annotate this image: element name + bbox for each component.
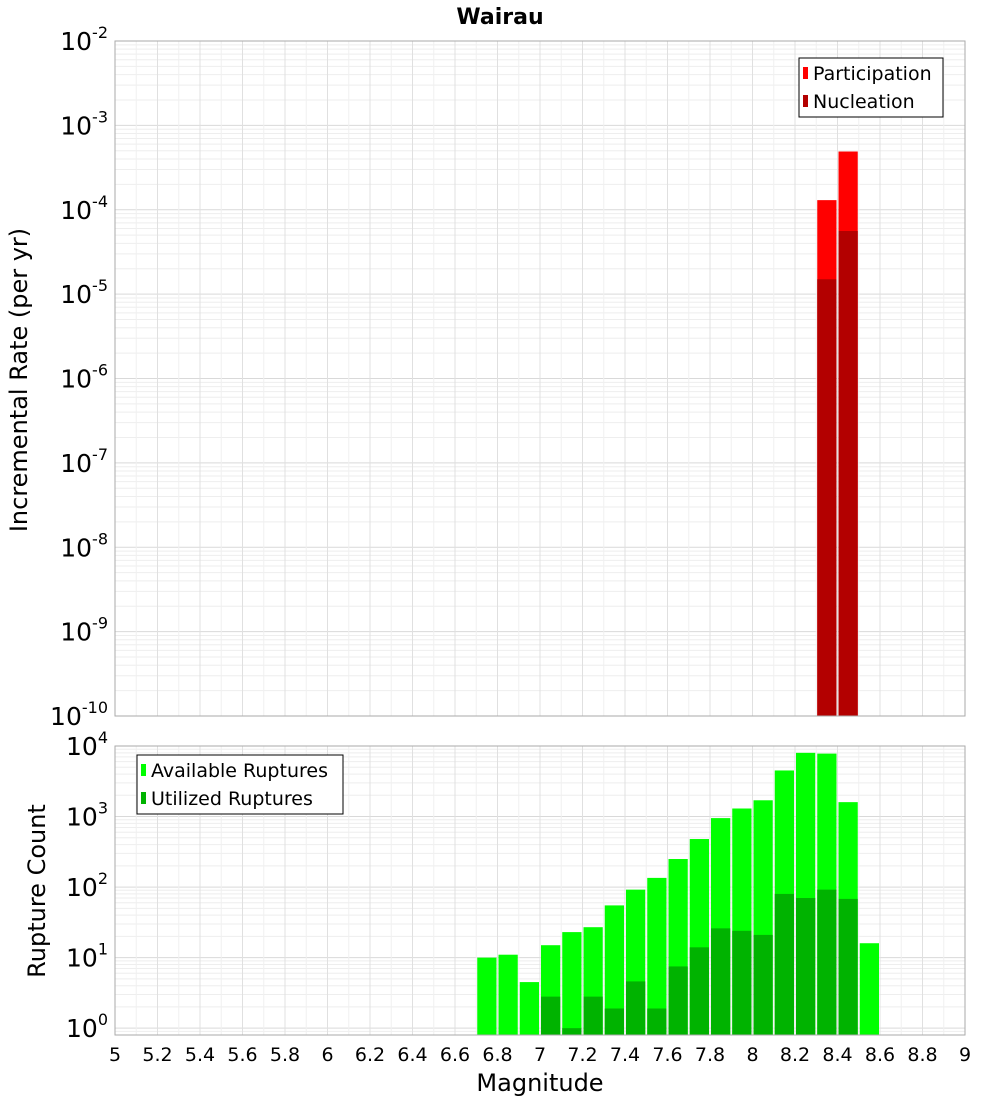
x-tick-18: 8.6 — [865, 1044, 895, 1066]
rate-bar-b-1 — [838, 230, 858, 716]
rupture-bar-b-9 — [732, 930, 752, 1035]
rupture-legend: Available Ruptures Utilized Ruptures — [136, 754, 344, 815]
rupture-bar-a-4 — [562, 932, 582, 1035]
rupture-bars — [477, 752, 879, 1035]
x-tick-1: 5.2 — [142, 1044, 172, 1066]
rupture-y-tick-4: 104 — [66, 728, 108, 761]
rate-y-tick-6: 10-4 — [60, 192, 108, 225]
x-tick-4: 5.8 — [270, 1044, 300, 1066]
x-tick-labels: 5 5.2 5.4 5.6 5.8 6 6.2 6.4 6.6 6.8 7 7.2 7.4 7.6 7.8 8… — [109, 1044, 971, 1066]
x-tick-10: 7 — [534, 1044, 546, 1066]
rate-y-tick-3: 10-7 — [60, 445, 108, 478]
rupture-y-tick-3: 103 — [66, 799, 108, 832]
x-tick-13: 7.6 — [652, 1044, 682, 1066]
rate-y-tick-5: 10-5 — [60, 276, 108, 309]
x-tick-17: 8.4 — [822, 1044, 852, 1066]
rate-bars — [817, 151, 858, 716]
rupture-legend-box — [136, 754, 344, 815]
rupture-bar-b-14 — [838, 898, 858, 1035]
x-tick-19: 8.8 — [907, 1044, 937, 1066]
rate-panel: 10-10 10-9 10-8 10-7 10-6 10-5 10-4 10-3 10-2 In… — [5, 23, 966, 731]
rupture-bar-a-8 — [647, 877, 667, 1035]
rupture-bar-a-1 — [498, 954, 518, 1035]
rate-y-tick-0: 10-10 — [50, 698, 108, 731]
rate-plot-frame — [114, 40, 966, 717]
x-tick-0: 5 — [109, 1044, 121, 1066]
rate-y-tick-1: 10-9 — [60, 614, 108, 647]
rate-y-tick-2: 10-8 — [60, 529, 108, 562]
x-axis-label: Magnitude — [476, 1069, 603, 1097]
x-tick-11: 7.2 — [567, 1044, 597, 1066]
x-tick-5: 6 — [321, 1044, 333, 1066]
legend-swatch-available — [141, 764, 146, 776]
rupture-panel: 100 101 102 103 104 5 5.2 5.4 5.6 5.8 6 6.2 6.4 6.6 6… — [23, 728, 971, 1097]
rate-y-tick-7: 10-3 — [60, 107, 108, 140]
legend-label-participation: Participation — [813, 63, 932, 85]
x-tick-20: 9 — [959, 1044, 971, 1066]
x-tick-9: 6.8 — [482, 1044, 512, 1066]
rupture-bar-b-11 — [774, 893, 794, 1035]
x-tick-7: 6.4 — [397, 1044, 427, 1066]
rupture-bar-a-2 — [519, 982, 539, 1035]
rupture-plot-frame — [114, 745, 966, 1036]
rupture-bar-b-12 — [796, 898, 816, 1035]
rate-y-tick-8: 10-2 — [60, 23, 108, 56]
rupture-bar-b-2 — [583, 996, 603, 1035]
rupture-y-tick-labels: 100 101 102 103 104 — [66, 728, 108, 1043]
rate-grid — [114, 40, 966, 717]
rupture-bar-b-4 — [626, 981, 646, 1035]
legend-label-utilized: Utilized Ruptures — [151, 788, 313, 810]
rate-y-tick-labels: 10-10 10-9 10-8 10-7 10-6 10-5 10-4 10-3 10-2 — [50, 23, 108, 731]
x-tick-16: 8.2 — [780, 1044, 810, 1066]
rupture-bar-b-8 — [711, 928, 731, 1035]
x-tick-3: 5.6 — [227, 1044, 257, 1066]
rate-bar-b-0 — [817, 279, 837, 716]
rate-legend-box — [798, 57, 944, 118]
rupture-bar-a-6 — [604, 905, 624, 1035]
rupture-y-tick-2: 102 — [66, 869, 108, 902]
legend-swatch-utilized — [141, 792, 146, 804]
rupture-bar-b-1 — [562, 1028, 582, 1035]
rupture-bar-b-13 — [817, 889, 837, 1035]
rate-y-axis-label: Incremental Rate (per yr) — [5, 228, 33, 532]
rate-y-tick-4: 10-6 — [60, 361, 108, 394]
rupture-bar-b-7 — [689, 947, 709, 1035]
legend-label-available: Available Ruptures — [151, 760, 328, 782]
rupture-bar-a-18 — [859, 943, 879, 1035]
x-tick-2: 5.4 — [185, 1044, 215, 1066]
x-tick-15: 8 — [746, 1044, 758, 1066]
rupture-bar-b-6 — [668, 966, 688, 1035]
rupture-y-axis-label: Rupture Count — [23, 804, 51, 978]
x-tick-12: 7.4 — [610, 1044, 640, 1066]
rupture-bar-b-3 — [604, 1008, 624, 1035]
rupture-y-tick-0: 100 — [66, 1010, 108, 1043]
rupture-bar-a-0 — [477, 957, 497, 1035]
legend-swatch-nucleation — [803, 95, 808, 107]
legend-swatch-participation — [803, 67, 808, 79]
legend-label-nucleation: Nucleation — [813, 91, 915, 113]
rate-legend: Participation Nucleation — [798, 57, 944, 118]
rupture-bar-b-0 — [541, 996, 561, 1035]
x-tick-6: 6.2 — [355, 1044, 385, 1066]
x-tick-8: 6.6 — [440, 1044, 470, 1066]
chart-title: Wairau — [456, 5, 543, 30]
rupture-bar-b-10 — [753, 934, 773, 1035]
rupture-bar-b-5 — [647, 1008, 667, 1035]
rupture-y-tick-1: 101 — [66, 940, 108, 973]
x-tick-14: 7.8 — [695, 1044, 725, 1066]
